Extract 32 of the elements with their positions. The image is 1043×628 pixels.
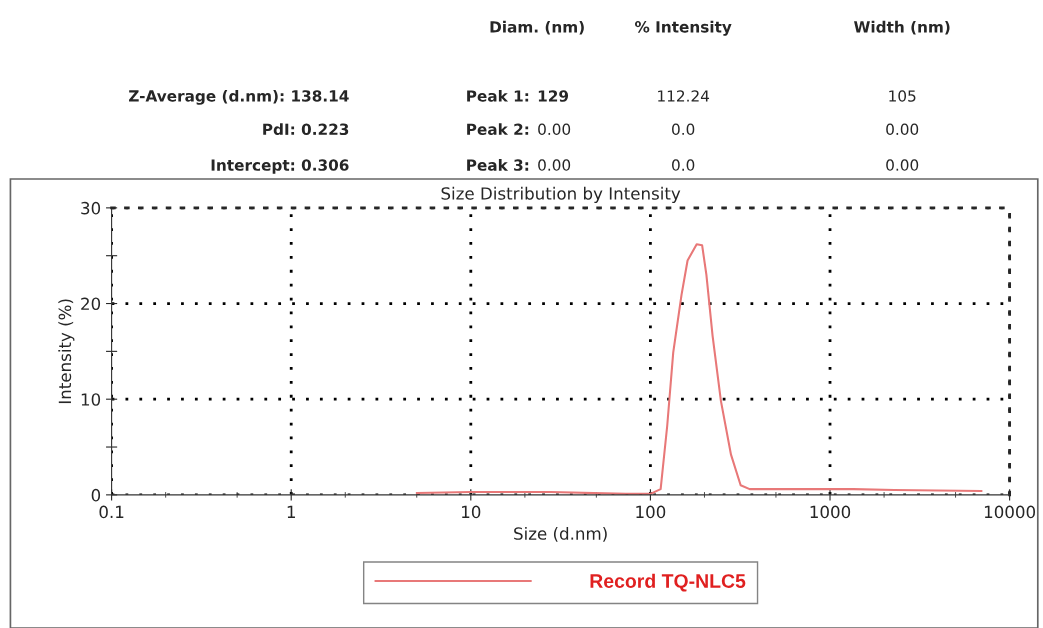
text: 105 (889, 90, 916, 102)
text: 0.00 (538, 123, 571, 136)
y-tick-label: 10 (81, 393, 101, 406)
x-tick-label: 1 (287, 505, 295, 518)
y-tick-label: 20 (81, 297, 101, 311)
text: Peak 3: (467, 159, 529, 171)
x-tick-label: 1000 (810, 505, 851, 519)
x-tick-label: 0.1 (99, 505, 124, 519)
text: Peak 1: (467, 89, 529, 102)
text: Record TQ-NLC5 (590, 573, 746, 592)
text: Intercept: 0.306 (211, 159, 349, 174)
chart-title: Size Distribution by Intensity (441, 186, 681, 203)
x-tick-label: 10000 (984, 505, 1036, 519)
text: 0.00 (538, 159, 571, 171)
text: Width (nm) (854, 20, 950, 35)
text: Z-Average (d.nm): 138.14 (129, 89, 349, 105)
text: 0.00 (886, 123, 919, 136)
x-tick-label: 100 (636, 505, 666, 519)
text: 0.0 (672, 123, 695, 136)
text: % Intensity (635, 20, 732, 36)
text: 0.0 (672, 159, 695, 171)
text: Peak 2: (467, 123, 529, 136)
text: 112.24 (658, 90, 710, 102)
y-axis-title: Intensity (%) (58, 299, 75, 404)
text: Diam. (nm) (490, 20, 584, 35)
y-tick-label: 30 (81, 201, 101, 215)
y-tick-label: 0 (91, 488, 101, 502)
text: 0.00 (886, 159, 919, 171)
x-axis-title: Size (d.nm) (514, 526, 607, 542)
x-tick-label: 10 (462, 505, 481, 519)
text: PdI: 0.223 (263, 123, 349, 136)
text: 129 (538, 90, 569, 102)
